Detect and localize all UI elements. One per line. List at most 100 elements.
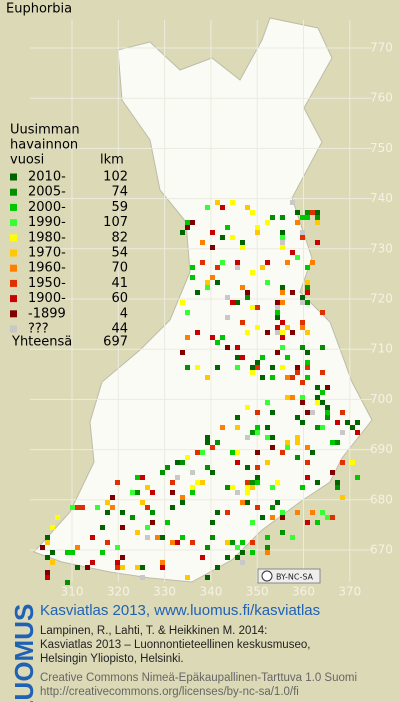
occurrence-square <box>50 550 55 555</box>
occurrence-square <box>225 345 230 350</box>
occurrence-square <box>280 320 285 325</box>
occurrence-square <box>225 315 230 320</box>
occurrence-square <box>235 490 240 495</box>
occurrence-square <box>320 310 325 315</box>
license-line: Creative Commons Nimeä-Epäkaupallinen-Ta… <box>40 672 357 684</box>
occurrence-square <box>210 230 215 235</box>
occurrence-square <box>255 305 260 310</box>
occurrence-square <box>260 375 265 380</box>
occurrence-square <box>270 435 275 440</box>
occurrence-square <box>210 535 215 540</box>
occurrence-square <box>180 350 185 355</box>
occurrence-square <box>105 500 110 505</box>
occurrence-square <box>195 290 200 295</box>
occurrence-square <box>305 520 310 525</box>
occurrence-square <box>235 555 240 560</box>
logo: LUOMUS <box>9 604 39 702</box>
legend-label: 2010- <box>28 170 66 185</box>
license-badge-text: BY-NC-SA <box>276 573 314 582</box>
occurrence-square <box>215 365 220 370</box>
occurrence-square <box>200 240 205 245</box>
occurrence-square <box>255 480 260 485</box>
legend-heading: vuosi <box>10 153 44 168</box>
occurrence-square <box>295 370 300 375</box>
license-line: http://creativecommons.org/licenses/by-n… <box>40 686 299 698</box>
occurrence-square <box>105 510 110 515</box>
occurrence-square <box>305 350 310 355</box>
occurrence-square <box>180 230 185 235</box>
occurrence-square <box>220 205 225 210</box>
occurrence-square <box>285 440 290 445</box>
occurrence-square <box>245 290 250 295</box>
legend-count: 70 <box>111 261 128 276</box>
total-count: 697 <box>103 335 128 350</box>
legend-label: 1960- <box>28 261 66 276</box>
occurrence-square <box>315 215 320 220</box>
occurrence-square <box>275 480 280 485</box>
occurrence-square <box>320 390 325 395</box>
occurrence-square <box>275 305 280 310</box>
occurrence-square <box>315 520 320 525</box>
occurrence-square <box>315 220 320 225</box>
occurrence-square <box>185 220 190 225</box>
occurrence-square <box>135 565 140 570</box>
occurrence-square <box>250 365 255 370</box>
legend-label: 1970- <box>28 246 66 261</box>
occurrence-square <box>275 315 280 320</box>
occurrence-square <box>295 510 300 515</box>
occurrence-square <box>300 320 305 325</box>
occurrence-square <box>240 245 245 250</box>
occurrence-square <box>190 470 195 475</box>
occurrence-square <box>260 265 265 270</box>
occurrence-square <box>225 540 230 545</box>
occurrence-square <box>45 570 50 575</box>
license-badge <box>257 568 321 584</box>
occurrence-square <box>150 510 155 515</box>
occurrence-square <box>280 240 285 245</box>
occurrence-square <box>245 500 250 505</box>
occurrence-square <box>120 555 125 560</box>
occurrence-square <box>250 370 255 375</box>
occurrence-square <box>85 565 90 570</box>
occurrence-square <box>130 490 135 495</box>
occurrence-square <box>310 260 315 265</box>
occurrence-square <box>280 450 285 455</box>
occurrence-square <box>195 330 200 335</box>
legend-swatch <box>10 173 17 181</box>
y-axis-label: 710 <box>370 342 393 356</box>
occurrence-square <box>265 400 270 405</box>
occurrence-square <box>230 450 235 455</box>
occurrence-square <box>220 235 225 240</box>
occurrence-square <box>340 430 345 435</box>
occurrence-square <box>255 475 260 480</box>
occurrence-square <box>260 355 265 360</box>
occurrence-square <box>355 420 360 425</box>
occurrence-square <box>300 395 305 400</box>
occurrence-square <box>310 510 315 515</box>
occurrence-square <box>235 265 240 270</box>
occurrence-square <box>75 505 80 510</box>
legend-label: 1950- <box>28 276 66 291</box>
occurrence-square <box>305 285 310 290</box>
occurrence-square <box>215 200 220 205</box>
occurrence-square <box>170 490 175 495</box>
occurrence-square <box>275 310 280 315</box>
occurrence-square <box>180 495 185 500</box>
occurrence-square <box>240 285 245 290</box>
x-axis-label: 310 <box>61 585 84 599</box>
occurrence-square <box>270 515 275 520</box>
occurrence-square <box>320 400 325 405</box>
occurrence-square <box>80 505 85 510</box>
occurrence-square <box>300 230 305 235</box>
x-axis-label: 340 <box>199 585 222 599</box>
occurrence-square <box>290 330 295 335</box>
occurrence-square <box>270 410 275 415</box>
occurrence-square <box>300 235 305 240</box>
occurrence-square <box>295 365 300 370</box>
occurrence-square <box>235 345 240 350</box>
legend-label: -1899 <box>28 306 66 321</box>
occurrence-square <box>345 420 350 425</box>
y-axis-label: 770 <box>370 41 393 55</box>
legend: 2010- 102 2005- 74 2000- 59 1990- 107 1980- 82 197… <box>10 170 128 337</box>
occurrence-square <box>130 515 135 520</box>
